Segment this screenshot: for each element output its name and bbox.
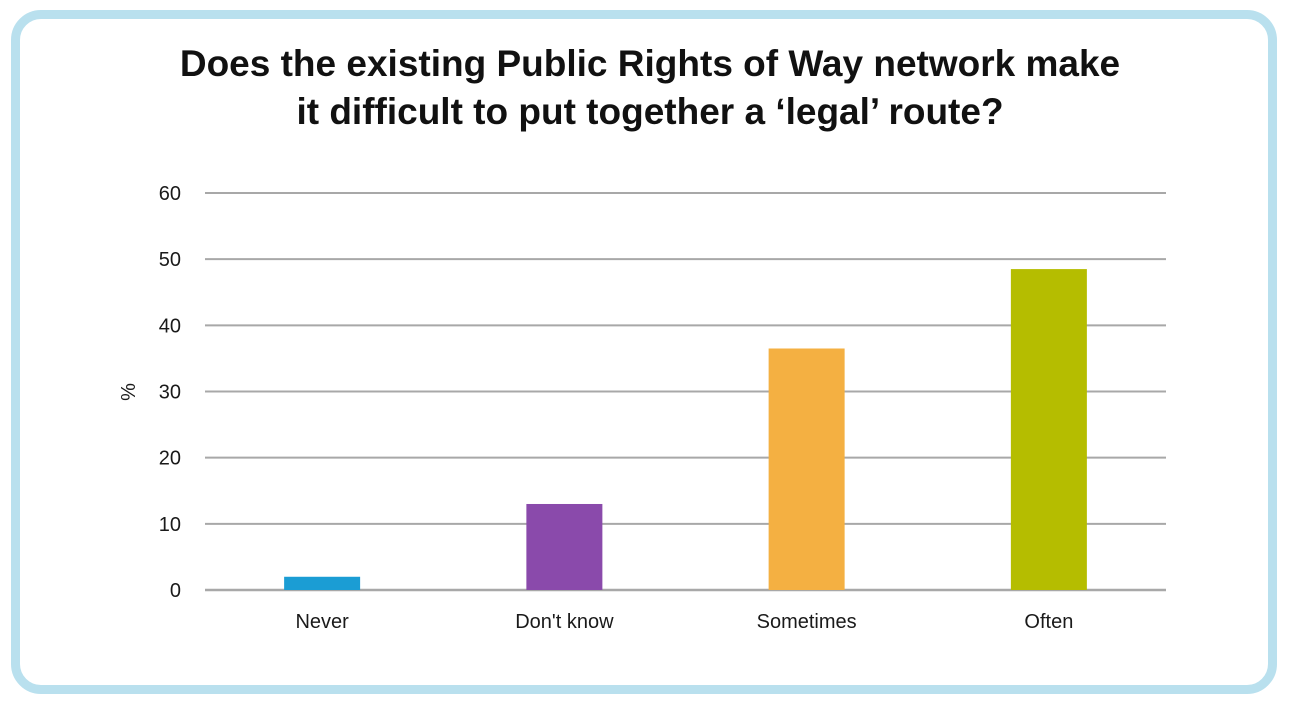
y-axis-ticks: 0 10 20 30 40 50 60: [159, 183, 181, 602]
chart-title: Does the existing Public Rights of Way n…: [0, 40, 1300, 136]
bar-never: [284, 576, 361, 590]
bar-don-t-know: [526, 503, 603, 590]
y-tick-label: 0: [170, 580, 181, 602]
x-category-label: Never: [295, 611, 349, 633]
x-category-label: Don't know: [515, 611, 614, 633]
y-tick-label: 10: [159, 514, 181, 536]
x-category-label: Sometimes: [757, 611, 857, 633]
bar-sometimes: [768, 348, 845, 590]
bars: [284, 269, 1087, 590]
x-category-label: Often: [1024, 611, 1073, 633]
y-tick-label: 20: [159, 448, 181, 470]
gridlines: [205, 192, 1166, 592]
y-tick-label: 40: [159, 315, 181, 337]
x-axis-categories: Never Don't know Sometimes Often: [295, 611, 1073, 633]
bar-often: [1010, 269, 1087, 590]
y-tick-label: 60: [159, 183, 181, 205]
chart-title-line-1: Does the existing Public Rights of Way n…: [179, 43, 1121, 84]
y-tick-label: 50: [159, 249, 181, 271]
y-axis-label: %: [118, 383, 140, 401]
y-tick-label: 30: [159, 382, 181, 404]
chart-title-line-2: it difficult to put together a ‘legal’ r…: [296, 91, 1004, 132]
